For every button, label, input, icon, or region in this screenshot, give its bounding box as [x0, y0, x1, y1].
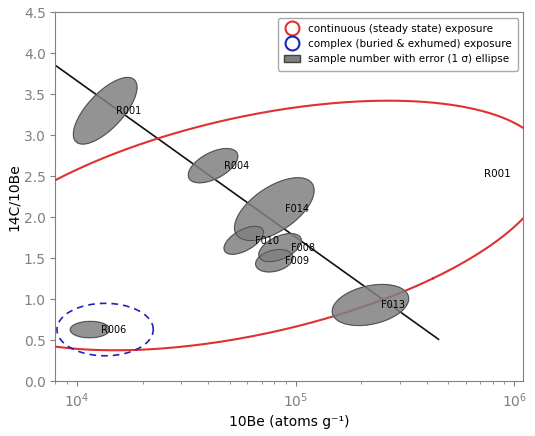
Polygon shape	[259, 234, 301, 262]
Text: R004: R004	[224, 161, 249, 171]
Legend: continuous (steady state) exposure, complex (buried & exhumed) exposure, sample : continuous (steady state) exposure, comp…	[278, 17, 518, 71]
Text: R001: R001	[116, 106, 141, 116]
Polygon shape	[224, 226, 263, 254]
Polygon shape	[70, 321, 110, 338]
Text: F014: F014	[285, 204, 309, 215]
Text: F013: F013	[381, 300, 405, 310]
Y-axis label: 14C/10Be: 14C/10Be	[7, 163, 21, 231]
Text: R001: R001	[484, 169, 510, 179]
Polygon shape	[332, 284, 409, 326]
Polygon shape	[234, 178, 314, 241]
X-axis label: 10Be (atoms g⁻¹): 10Be (atoms g⁻¹)	[229, 415, 350, 429]
Text: F009: F009	[285, 256, 309, 266]
Polygon shape	[188, 149, 238, 183]
Polygon shape	[73, 78, 137, 144]
Text: R006: R006	[101, 325, 126, 335]
Text: F010: F010	[255, 235, 279, 245]
Text: F008: F008	[291, 243, 315, 253]
Polygon shape	[256, 249, 293, 272]
